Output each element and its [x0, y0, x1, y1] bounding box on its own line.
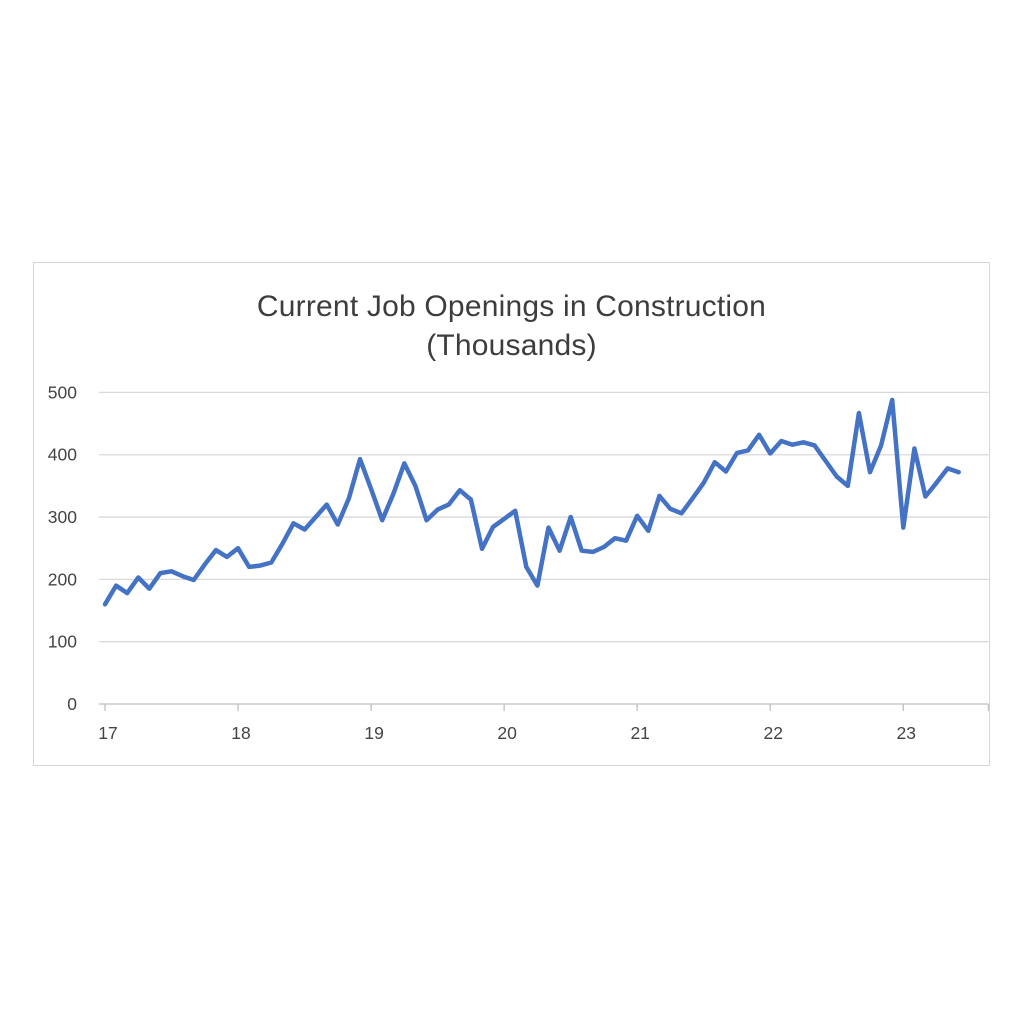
chart-title: Current Job Openings in Construction (Th…	[34, 287, 989, 365]
line-chart-plot: 0 100 200 300 400 500 17 18 19 20 21 22 23	[48, 382, 989, 743]
x-tick-label: 20	[497, 723, 517, 743]
y-tick-label: 300	[48, 507, 77, 527]
chart-title-line1: Current Job Openings in Construction	[256, 290, 767, 323]
x-axis-labels: 17 18 19 20 21 22 23	[98, 723, 916, 743]
chart-title-line2: (Thousands)	[426, 329, 597, 362]
x-tick-label: 21	[630, 723, 649, 743]
x-tick-label: 17	[98, 723, 117, 743]
x-tick-label: 22	[763, 723, 782, 743]
y-tick-label: 100	[48, 632, 77, 652]
x-tick-label: 23	[897, 723, 916, 743]
chart-container: 0 100 200 300 400 500 17 18 19 20 21 22 23 Current …	[33, 262, 990, 766]
y-tick-label: 0	[67, 694, 77, 714]
x-axis	[99, 703, 989, 711]
y-tick-label: 200	[48, 569, 77, 589]
x-tick-label: 19	[364, 723, 383, 743]
x-tick-label: 18	[231, 723, 250, 743]
y-tick-label: 500	[48, 382, 77, 402]
data-series-line	[102, 397, 961, 607]
y-axis-labels: 0 100 200 300 400 500	[48, 382, 77, 714]
gridlines	[99, 391, 989, 643]
y-tick-label: 400	[48, 445, 77, 465]
